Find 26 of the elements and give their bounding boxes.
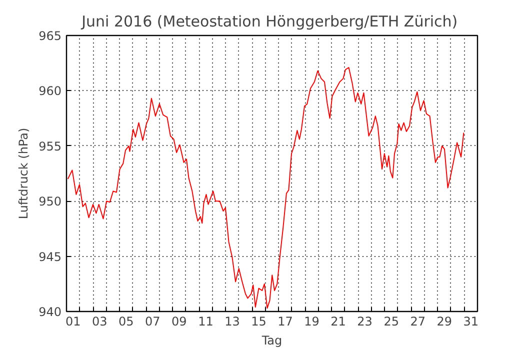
chart-title: Juni 2016 (Meteostation Hönggerberg/ETH Zürich) xyxy=(80,12,458,30)
x-tick-label: 07 xyxy=(145,314,160,328)
x-tick-label: 19 xyxy=(304,314,320,328)
x-tick-label: 09 xyxy=(172,314,187,328)
x-tick-label: 29 xyxy=(436,314,452,328)
x-tick-label: 05 xyxy=(118,314,134,328)
x-tick-label: 17 xyxy=(278,314,293,328)
y-axis-title: Luftdruck (hPa) xyxy=(16,128,31,220)
y-tick-label: 955 xyxy=(38,139,62,154)
y-tick-label: 960 xyxy=(38,84,62,98)
x-tick-label: 21 xyxy=(330,314,346,328)
x-tick-label: 03 xyxy=(92,314,108,328)
y-tick-label: 945 xyxy=(38,250,62,264)
y-tick-label: 940 xyxy=(38,305,62,319)
x-tick-label: 25 xyxy=(384,314,399,328)
x-tick-label: 31 xyxy=(463,314,479,328)
line-series xyxy=(67,67,464,309)
y-tick-label: 965 xyxy=(38,29,62,43)
x-tick-label: 27 xyxy=(410,314,426,328)
x-tick-label: 11 xyxy=(198,314,214,328)
x-tick-label: 13 xyxy=(224,314,240,328)
x-axis-title: Tag xyxy=(260,334,282,348)
x-tick-label: 23 xyxy=(357,314,372,328)
y-tick-label: 950 xyxy=(38,194,62,209)
x-tick-label: 01 xyxy=(65,314,81,328)
x-tick-label: 15 xyxy=(251,314,266,328)
